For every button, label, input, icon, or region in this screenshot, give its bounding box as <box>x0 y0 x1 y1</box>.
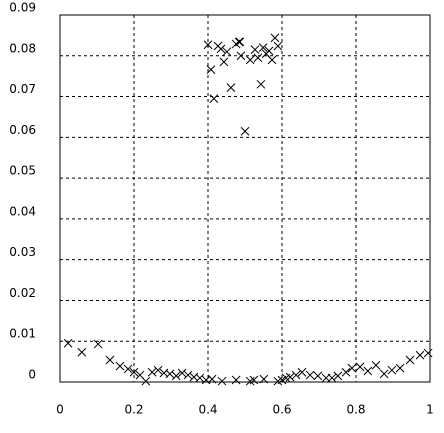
point <box>171 371 181 381</box>
point <box>379 369 389 379</box>
point <box>250 45 260 55</box>
point <box>415 350 425 360</box>
point <box>327 373 337 383</box>
point <box>333 371 343 381</box>
point <box>249 375 259 385</box>
point <box>256 79 266 89</box>
x-tick-label: 0.2 <box>124 403 143 417</box>
point <box>216 44 226 54</box>
point <box>363 366 373 376</box>
y-tick-label: 0.04 <box>9 204 36 218</box>
point <box>236 51 246 61</box>
point <box>270 33 280 43</box>
point <box>141 376 151 386</box>
x-tick-label: 0.6 <box>272 403 291 417</box>
point <box>217 376 227 386</box>
point <box>259 374 269 384</box>
point <box>177 368 187 378</box>
point <box>105 355 115 365</box>
point <box>93 339 103 349</box>
point <box>231 375 241 385</box>
point <box>371 360 381 370</box>
y-tick-label: 0.09 <box>9 1 36 15</box>
y-tick-label: 0.08 <box>9 41 36 55</box>
point <box>273 41 283 51</box>
point <box>219 57 229 67</box>
point <box>267 55 277 65</box>
point <box>115 361 125 371</box>
point <box>355 362 365 372</box>
point <box>395 363 405 373</box>
point <box>405 355 415 365</box>
point <box>147 367 157 377</box>
point <box>341 367 351 377</box>
point <box>423 348 433 358</box>
point <box>222 47 232 57</box>
point <box>195 373 205 383</box>
point <box>240 126 250 136</box>
x-tick-label: 0 <box>56 403 64 417</box>
point <box>203 40 213 50</box>
point <box>291 370 301 380</box>
point <box>235 37 245 47</box>
point <box>207 374 217 384</box>
y-tick-label: 0 <box>28 368 36 382</box>
point <box>285 372 295 382</box>
y-tick-label: 0.02 <box>9 286 36 300</box>
point <box>63 338 73 348</box>
x-tick-label: 0.8 <box>346 403 365 417</box>
point <box>253 53 263 63</box>
x-tick-label: 0.4 <box>198 403 217 417</box>
point <box>264 46 274 56</box>
point <box>226 83 236 92</box>
point <box>387 365 397 375</box>
point <box>206 65 216 74</box>
y-tick-label: 0.05 <box>9 164 36 178</box>
point <box>209 94 219 103</box>
point <box>245 55 255 65</box>
plot-frame <box>59 14 431 383</box>
point <box>277 375 287 385</box>
point <box>258 43 268 52</box>
y-tick-label: 0.06 <box>9 123 36 137</box>
point <box>183 370 193 380</box>
point <box>305 370 315 380</box>
y-tick-label: 0.07 <box>9 82 36 96</box>
point <box>347 363 357 373</box>
x-tick-label: 1 <box>426 403 434 417</box>
point <box>77 347 87 357</box>
y-tick-label: 0.03 <box>9 245 36 259</box>
point <box>153 365 163 375</box>
y-tick-label: 0.01 <box>9 327 36 341</box>
point <box>123 364 133 374</box>
point <box>313 371 323 381</box>
point <box>297 367 307 377</box>
point <box>234 37 244 47</box>
point <box>165 369 175 379</box>
point <box>129 367 139 377</box>
